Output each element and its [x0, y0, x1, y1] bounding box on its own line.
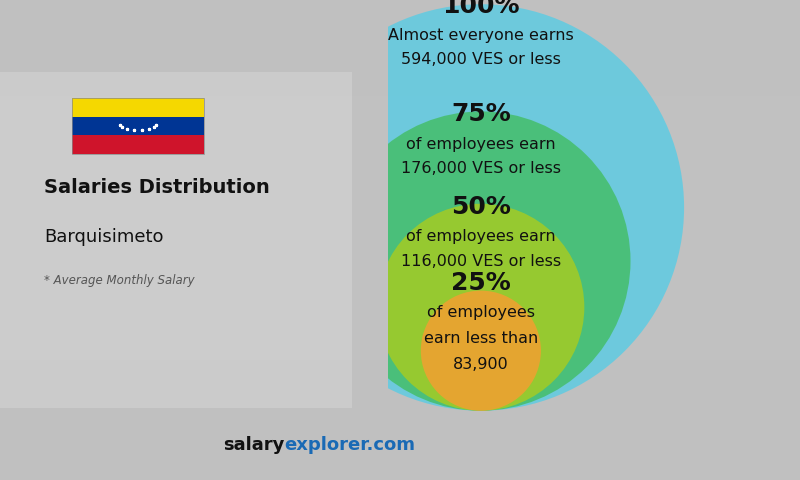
- Bar: [0, 120, 800, 144]
- Bar: [0, 360, 800, 384]
- Bar: [0, 336, 800, 360]
- Text: explorer.com: explorer.com: [284, 436, 415, 454]
- Text: Barquisimeto: Barquisimeto: [44, 228, 163, 246]
- Text: 50%: 50%: [451, 194, 510, 218]
- Bar: [0, 192, 800, 216]
- Bar: [0, 432, 800, 456]
- Bar: [72, 98, 204, 117]
- Bar: [0, 288, 800, 312]
- Text: 25%: 25%: [451, 271, 510, 295]
- Bar: [0, 312, 800, 336]
- Text: 116,000 VES or less: 116,000 VES or less: [401, 254, 561, 269]
- Bar: [0, 24, 800, 48]
- Bar: [0, 48, 800, 72]
- Text: Salaries Distribution: Salaries Distribution: [44, 178, 270, 197]
- Bar: [0, 144, 800, 168]
- Bar: [0, 240, 800, 264]
- Text: 594,000 VES or less: 594,000 VES or less: [401, 52, 561, 67]
- Circle shape: [331, 111, 630, 411]
- Circle shape: [278, 4, 684, 411]
- Circle shape: [378, 204, 584, 411]
- Text: of employees earn: of employees earn: [406, 229, 556, 244]
- Bar: [0, 0, 800, 24]
- Bar: [0, 96, 800, 120]
- Text: 100%: 100%: [442, 0, 520, 18]
- Bar: [72, 117, 204, 135]
- Bar: [0, 408, 800, 432]
- Circle shape: [421, 290, 541, 411]
- Bar: [0, 72, 352, 408]
- Bar: [72, 98, 204, 154]
- Text: of employees: of employees: [427, 305, 535, 320]
- Bar: [0, 72, 800, 96]
- Bar: [0, 264, 800, 288]
- Text: Almost everyone earns: Almost everyone earns: [388, 28, 574, 43]
- Text: * Average Monthly Salary: * Average Monthly Salary: [44, 274, 194, 287]
- Text: 75%: 75%: [451, 102, 510, 126]
- Bar: [0, 216, 800, 240]
- Text: 83,900: 83,900: [453, 357, 509, 372]
- Text: of employees earn: of employees earn: [406, 137, 556, 152]
- Bar: [72, 135, 204, 154]
- Text: salary: salary: [222, 436, 284, 454]
- Text: 176,000 VES or less: 176,000 VES or less: [401, 161, 561, 176]
- Bar: [0, 456, 800, 480]
- Text: earn less than: earn less than: [424, 331, 538, 346]
- Bar: [0, 384, 800, 408]
- Bar: [0, 168, 800, 192]
